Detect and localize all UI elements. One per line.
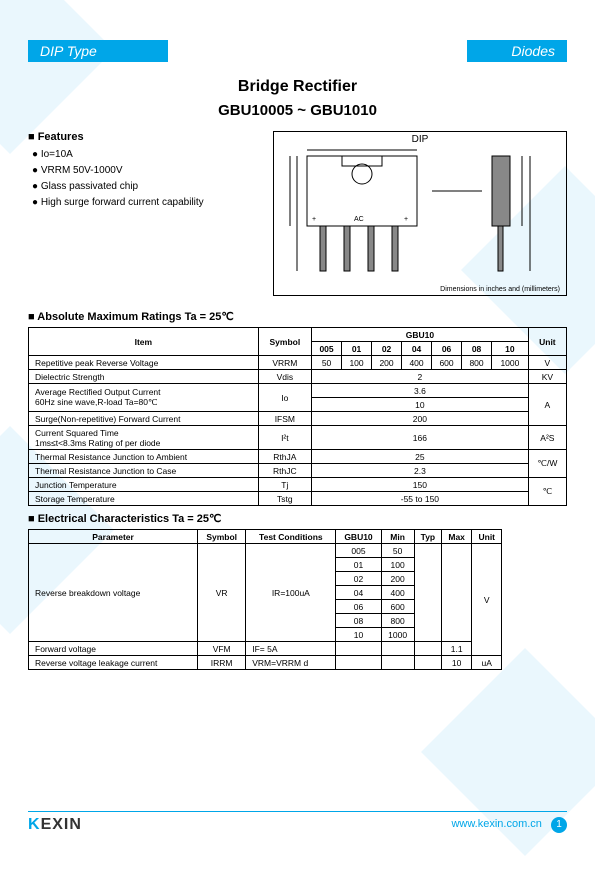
- svg-text:AC: AC: [354, 216, 364, 223]
- page-number: 1: [551, 817, 567, 833]
- footer-url: www.kexin.com.cn: [451, 818, 541, 830]
- feature-item: High surge forward current capability: [32, 197, 263, 208]
- doc-title: Bridge Rectifier: [28, 78, 567, 96]
- header-bar: DIP Type Diodes: [28, 40, 567, 62]
- package-svg: + AC +: [282, 146, 542, 286]
- features-heading: Features: [28, 131, 263, 143]
- footer: KEXIN www.kexin.com.cn 1: [28, 811, 567, 834]
- amr-heading: Absolute Maximum Ratings Ta = 25℃: [28, 310, 567, 323]
- header-left: DIP Type: [28, 40, 168, 62]
- feature-item: Glass passivated chip: [32, 181, 263, 192]
- ec-table: ParameterSymbolTest Conditions GBU10MinT…: [28, 529, 502, 670]
- ec-heading: Electrical Characteristics Ta = 25℃: [28, 512, 567, 525]
- svg-text:+: +: [404, 216, 408, 223]
- title-block: Bridge Rectifier GBU10005 ~ GBU1010: [28, 78, 567, 119]
- feature-item: Io=10A: [32, 149, 263, 160]
- header-right: Diodes: [467, 40, 567, 62]
- package-drawing: DIP + AC +: [273, 131, 567, 296]
- svg-text:+: +: [312, 216, 316, 223]
- amr-table: ItemSymbol GBU10Unit 0050102 040608 10 R…: [28, 327, 567, 506]
- package-note: Dimensions in inches and (millimeters): [440, 286, 560, 293]
- brand-logo: KEXIN: [28, 816, 82, 834]
- package-label: DIP: [412, 134, 429, 145]
- doc-subtitle: GBU10005 ~ GBU1010: [28, 102, 567, 119]
- features-block: Features Io=10A VRRM 50V-1000V Glass pas…: [28, 131, 263, 296]
- feature-item: VRRM 50V-1000V: [32, 165, 263, 176]
